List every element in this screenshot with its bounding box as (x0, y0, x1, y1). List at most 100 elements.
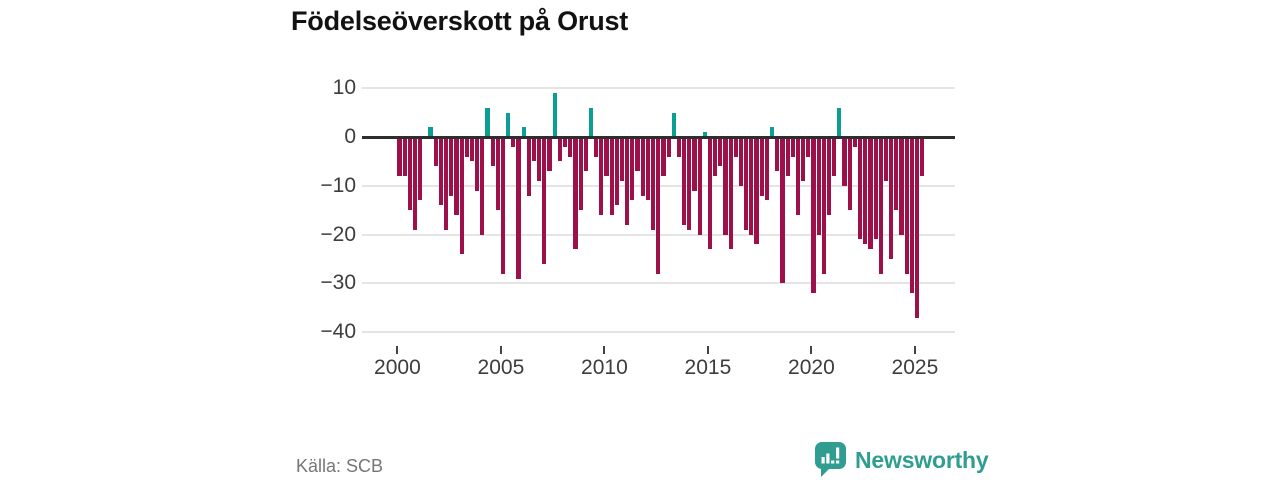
bar-negative (687, 137, 692, 230)
bar-negative (397, 137, 402, 177)
bar-negative (682, 137, 687, 225)
bar-negative (547, 137, 552, 172)
bar-negative (557, 137, 562, 162)
bar-negative (692, 137, 697, 191)
bar-negative (697, 137, 702, 235)
bar-negative (852, 137, 857, 147)
bar-negative (526, 137, 531, 196)
bar-negative (604, 137, 609, 177)
bar-negative (733, 137, 738, 157)
x-axis-label: 2020 (788, 356, 835, 379)
bar-negative (630, 137, 635, 201)
bar-negative (707, 137, 713, 250)
bar-negative (868, 137, 873, 250)
bar-negative (795, 137, 801, 216)
bar-negative (650, 137, 656, 230)
bar-negative (801, 137, 806, 181)
bar-negative (407, 137, 412, 211)
bar-negative (759, 137, 764, 196)
bar-negative (573, 137, 578, 250)
bar-negative (443, 137, 449, 230)
bar-positive (671, 112, 676, 137)
bar-negative (894, 137, 899, 211)
bar-negative (775, 137, 780, 172)
bar-positive (837, 107, 842, 137)
bar-negative (728, 137, 733, 250)
bar-negative (412, 137, 418, 230)
bar-negative (785, 137, 790, 177)
bar-negative (449, 137, 454, 196)
bar-negative (656, 137, 661, 274)
bar-negative (790, 137, 795, 157)
bar-negative (645, 137, 650, 201)
bar-negative (811, 137, 816, 294)
bar-negative (640, 137, 645, 196)
bar-negative (847, 137, 852, 211)
bar-negative (754, 137, 759, 245)
x-axis-label: 2005 (477, 356, 525, 379)
bar-negative (464, 137, 469, 157)
bar-negative (826, 137, 832, 216)
x-axis-tick (603, 346, 606, 354)
bar-negative (614, 137, 619, 206)
bar-negative (625, 137, 630, 225)
bar-negative (780, 137, 785, 284)
bar-negative (914, 137, 920, 318)
bar-positive (588, 107, 594, 137)
y-axis-label: 0 (344, 125, 356, 148)
y-axis-label: −10 (320, 173, 356, 197)
source-caption: Källa: SCB (296, 456, 384, 476)
chart-title: Födelseöverskott på Orust (291, 6, 629, 36)
bar-negative (676, 137, 682, 157)
bar-negative (599, 137, 604, 216)
bar-negative (863, 137, 868, 245)
bar-negative (475, 137, 480, 191)
bar-negative (904, 137, 909, 274)
bar-negative (723, 137, 728, 235)
bar-negative (500, 137, 506, 274)
y-axis-label: 10 (332, 76, 356, 100)
gridline (362, 87, 955, 90)
bar-negative (889, 137, 894, 259)
bar-negative (619, 137, 625, 181)
bar-negative (899, 137, 904, 235)
newsworthy-logo[interactable]: Newsworthy (815, 442, 989, 478)
bar-negative (609, 137, 614, 216)
bar-positive (521, 127, 526, 137)
bar-negative (563, 137, 568, 147)
bar-negative (583, 137, 588, 172)
y-axis-label: −40 (320, 320, 356, 344)
bar-negative (842, 137, 847, 186)
y-axis-label: −30 (320, 271, 356, 295)
bar-negative (718, 137, 723, 167)
bar-positive (428, 127, 433, 137)
bar-positive (552, 93, 557, 137)
bar-negative (738, 137, 744, 186)
bar-negative (594, 137, 599, 157)
bar-negative (816, 137, 821, 235)
bar-negative (764, 137, 769, 201)
bar-negative (490, 137, 495, 167)
bar-negative (909, 137, 914, 294)
bar-positive (506, 112, 511, 137)
bar-positive (485, 107, 490, 137)
zero-axis-line (362, 135, 955, 139)
x-axis-tick (396, 346, 399, 354)
bar-negative (480, 137, 485, 235)
bar-negative (516, 137, 521, 279)
bar-positive (770, 127, 775, 137)
bar-negative (713, 137, 718, 177)
bar-negative (459, 137, 464, 255)
y-axis-label: −20 (320, 222, 356, 246)
bar-negative (568, 137, 573, 157)
bar-negative (402, 137, 407, 177)
bar-negative (666, 137, 671, 157)
bar-negative (495, 137, 500, 211)
x-axis-tick (499, 346, 502, 354)
bar-negative (749, 137, 754, 235)
bar-negative (821, 137, 826, 274)
bar-negative (832, 137, 837, 177)
bar-negative (469, 137, 475, 162)
